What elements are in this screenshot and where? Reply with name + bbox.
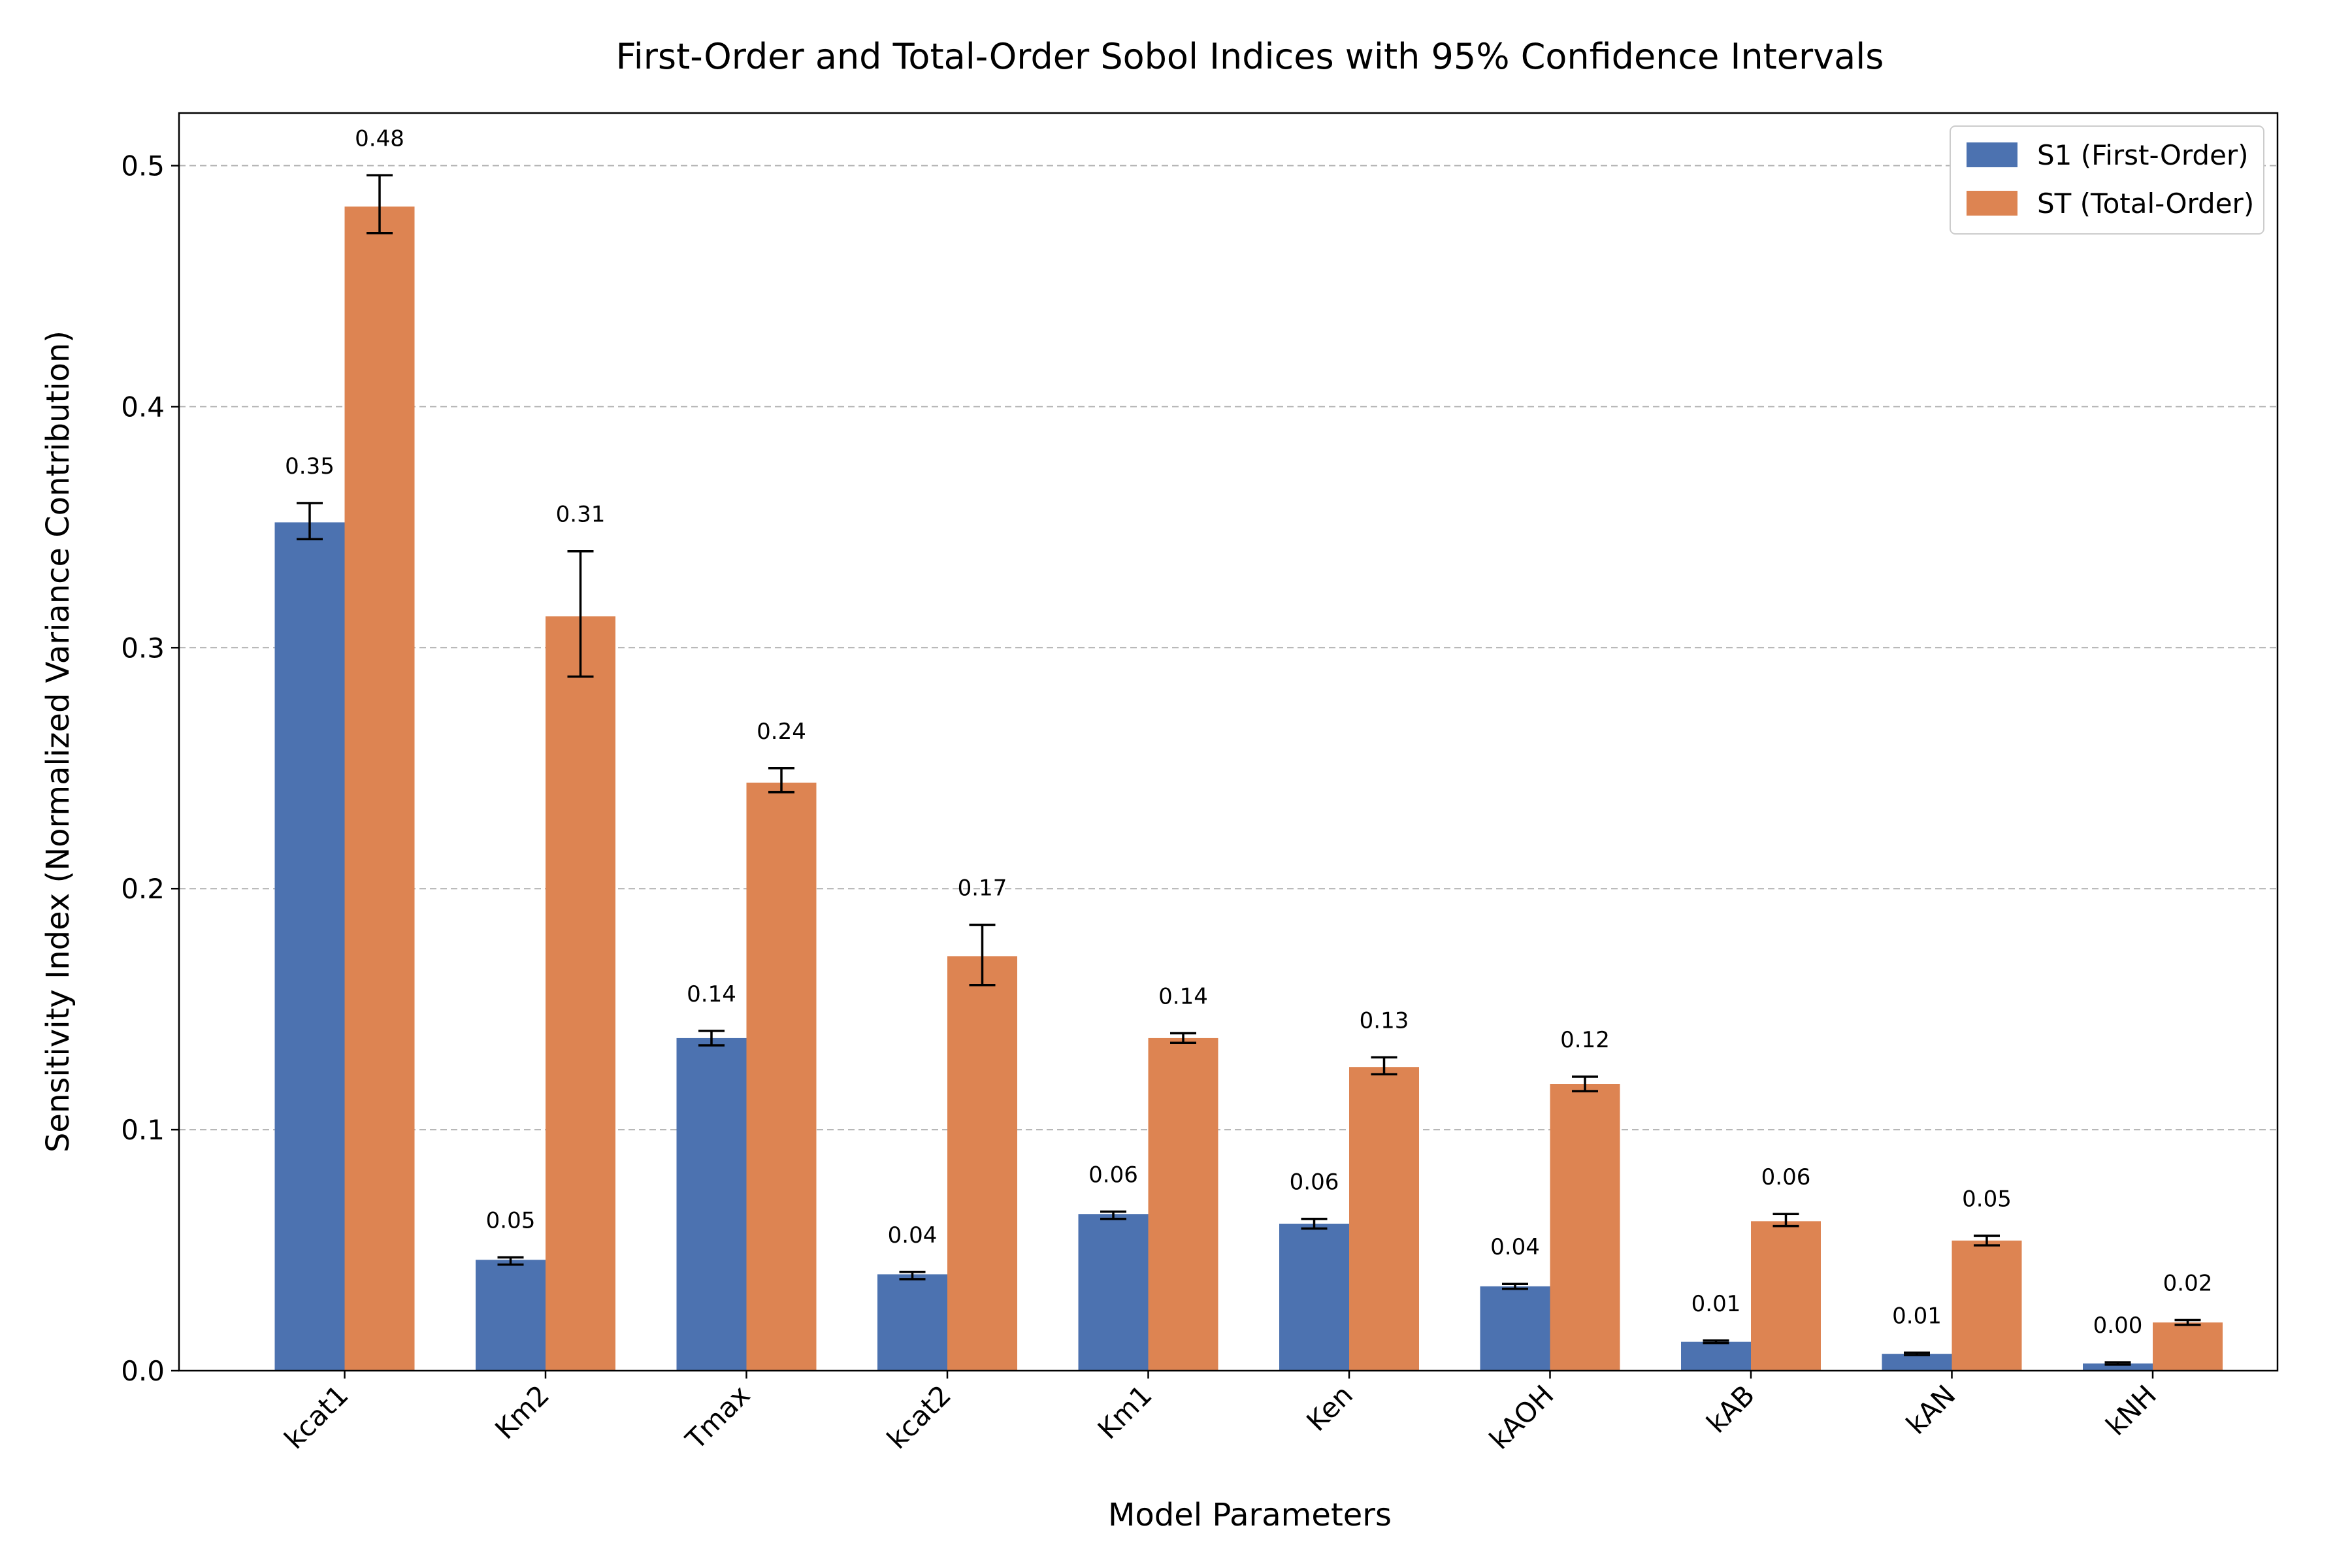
bar-st xyxy=(1751,1221,1821,1371)
error-bars xyxy=(297,174,2201,1366)
bar-s1 xyxy=(1279,1223,1349,1371)
x-axis-label: Model Parameters xyxy=(1108,1497,1392,1533)
bar-st xyxy=(1550,1084,1620,1371)
data-label: 0.02 xyxy=(2163,1271,2213,1297)
y-axis-ticks: 0.0 0.1 0.2 0.3 0.4 0.5 xyxy=(121,150,179,1387)
bar-s1 xyxy=(1681,1341,1751,1371)
data-label: 0.24 xyxy=(757,719,806,745)
bar-s1 xyxy=(1078,1214,1149,1371)
data-label: 0.06 xyxy=(1290,1169,1339,1196)
legend: S1 (First-Order) ST (Total-Order) xyxy=(1950,125,2264,235)
data-labels: 0.35 0.05 0.14 0.04 0.06 0.06 0.04 0.01 0.01 0.00… xyxy=(285,125,2212,1339)
plot-frame xyxy=(178,112,2279,1372)
bar-st xyxy=(344,206,415,1371)
bar-st xyxy=(1349,1067,1419,1371)
gridlines xyxy=(179,165,2278,1131)
data-label: 0.00 xyxy=(2093,1313,2143,1339)
data-label: 0.06 xyxy=(1088,1162,1138,1188)
y-tick-label: 0.5 xyxy=(121,150,165,182)
data-label: 0.05 xyxy=(1962,1186,2012,1212)
data-label: 0.35 xyxy=(285,453,335,480)
bar-st xyxy=(2153,1322,2223,1371)
legend-label-s1: S1 (First-Order) xyxy=(2037,139,2249,171)
y-axis-label: Sensitivity Index (Normalized Variance C… xyxy=(40,331,76,1152)
data-label: 0.12 xyxy=(1560,1027,1610,1053)
bars xyxy=(274,206,2223,1371)
y-tick-label: 0.3 xyxy=(121,632,165,664)
data-label: 0.48 xyxy=(355,125,404,152)
bar-s1 xyxy=(274,522,345,1371)
legend-swatch-st xyxy=(1967,191,2017,216)
y-tick-label: 0.4 xyxy=(121,391,165,423)
data-label: 0.05 xyxy=(486,1208,536,1234)
bar-st xyxy=(1148,1037,1218,1371)
data-label: 0.01 xyxy=(1691,1291,1741,1317)
data-label: 0.04 xyxy=(1490,1234,1540,1260)
bar-s1 xyxy=(676,1037,747,1371)
bar-s1 xyxy=(1480,1286,1550,1371)
data-label: 0.14 xyxy=(687,981,736,1007)
legend-swatch-s1 xyxy=(1967,142,2017,167)
data-label: 0.14 xyxy=(1158,984,1208,1010)
bar-s1 xyxy=(476,1260,546,1371)
bar-s1 xyxy=(1882,1354,1952,1371)
data-label: 0.01 xyxy=(1892,1303,1942,1329)
data-label: 0.31 xyxy=(556,502,606,528)
y-tick-label: 0.1 xyxy=(121,1114,165,1146)
bar-st xyxy=(546,616,615,1371)
data-label: 0.06 xyxy=(1761,1164,1811,1190)
y-tick-label: 0.0 xyxy=(121,1355,165,1387)
legend-frame xyxy=(1950,125,2264,235)
data-label: 0.13 xyxy=(1360,1007,1409,1034)
bar-s1 xyxy=(877,1274,947,1371)
data-label: 0.04 xyxy=(888,1222,938,1249)
bar-st xyxy=(746,782,817,1371)
data-label: 0.17 xyxy=(958,875,1007,902)
legend-label-st: ST (Total-Order) xyxy=(2037,188,2254,220)
y-tick-label: 0.2 xyxy=(121,873,165,905)
bar-st xyxy=(947,956,1017,1371)
bar-st xyxy=(1952,1240,2022,1371)
chart-title: First-Order and Total-Order Sobol Indice… xyxy=(616,36,1884,77)
bar-s1 xyxy=(2083,1363,2153,1371)
